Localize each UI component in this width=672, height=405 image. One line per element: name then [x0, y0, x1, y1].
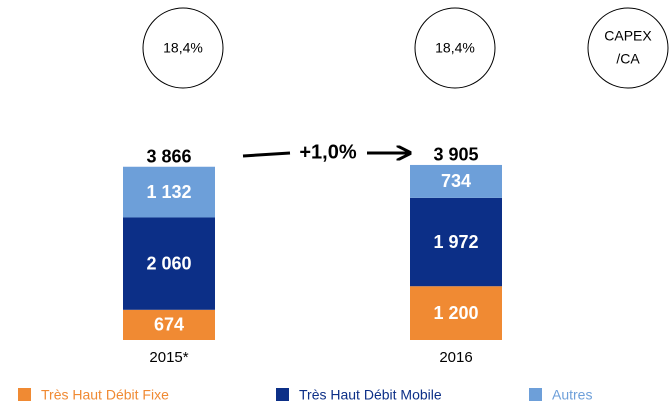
ratio-title: /CA — [616, 51, 640, 67]
value-label: 734 — [441, 171, 471, 191]
value-label: 1 972 — [433, 232, 478, 252]
legend-label: Autres — [552, 387, 592, 403]
legend-swatch — [18, 388, 31, 401]
bar-segment — [123, 166, 215, 218]
ratio-label: 18,4% — [435, 40, 475, 56]
legend-label: Très Haut Débit Mobile — [299, 387, 442, 403]
value-label: 674 — [154, 315, 184, 335]
bar-segment — [123, 217, 215, 310]
x-tick-label: 2015* — [149, 349, 188, 366]
total-label: 3 905 — [433, 145, 478, 165]
value-label: 1 200 — [433, 303, 478, 323]
growth-arrow-tail — [242, 151, 291, 158]
legend-swatch — [276, 388, 289, 401]
growth-label: +1,0% — [299, 141, 356, 163]
bar-segment — [123, 309, 215, 340]
ratio-circle — [142, 7, 224, 89]
bar-segment — [410, 164, 502, 198]
total-label: 3 866 — [146, 146, 191, 166]
bar-segment — [410, 197, 502, 287]
bar-segment — [410, 286, 502, 340]
ratio-title: CAPEX — [604, 28, 652, 44]
legend-swatch — [529, 388, 542, 401]
x-tick-label: 2016 — [439, 349, 472, 366]
ratio-circle — [414, 7, 496, 89]
legend-label: Très Haut Débit Fixe — [41, 387, 169, 403]
ratio-label: 18,4% — [163, 40, 203, 56]
value-label: 2 060 — [146, 253, 191, 273]
ratio-title-circle — [587, 7, 669, 89]
value-label: 1 132 — [146, 182, 191, 202]
